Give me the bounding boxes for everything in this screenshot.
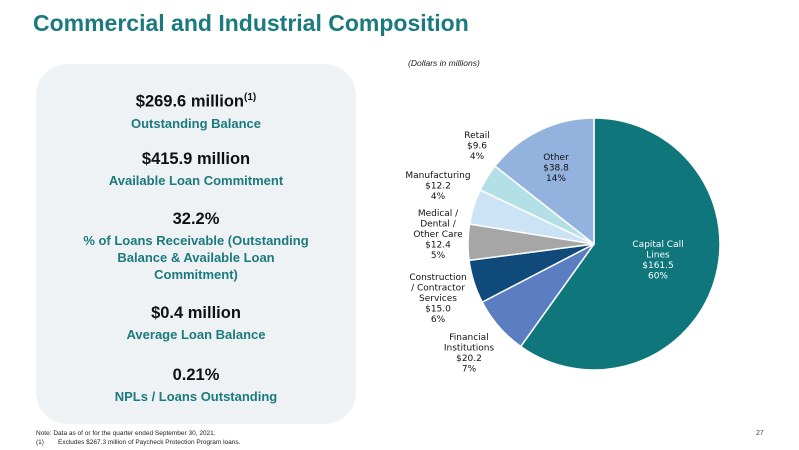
stat-value: $269.6 million: [135, 92, 244, 111]
slice-label-line: 60%: [648, 272, 668, 282]
slice-label-line: $161.5: [642, 261, 674, 271]
slice-label-line: / Contractor: [411, 284, 465, 294]
stat-outstanding-balance: $269.6 million(1) Outstanding Balance: [36, 92, 356, 132]
footnote-text: Excludes $267.3 million of Paycheck Prot…: [58, 439, 241, 446]
slice-label-line: Construction: [409, 273, 466, 283]
slice-label-line: 4%: [431, 192, 446, 202]
slice-label-line: $12.2: [425, 182, 451, 192]
slice-label-line: $20.2: [456, 354, 482, 364]
slice-label-line: $38.8: [543, 164, 569, 174]
stat-pct-loans-receivable: 32.2% % of Loans Receivable (Outstanding…: [36, 210, 356, 283]
chart-caption: (Dollars in millions): [408, 58, 480, 68]
stat-label: Outstanding Balance: [130, 115, 262, 131]
stat-label: % of Loans Receivable (Outstanding Balan…: [83, 233, 309, 282]
footnote-marker: (1): [243, 92, 257, 103]
slice-label-line: Services: [419, 294, 457, 304]
slice-label-line: 7%: [462, 365, 477, 375]
slice-label-line: Financial: [449, 333, 488, 343]
stat-value: 32.2%: [172, 210, 220, 228]
slice-label-line: Medical /: [418, 209, 459, 219]
page-number: 27: [756, 430, 764, 437]
slice-label: Capital Call Lines $161.5 60%: [632, 240, 683, 282]
stat-label: Average Loan Balance: [126, 327, 266, 342]
slice-label: Financial Institutions $20.2 7%: [444, 333, 495, 375]
slice-label-line: $9.6: [467, 142, 487, 152]
slice-label: Construction / Contractor Services $15.0 6%: [409, 273, 466, 325]
pie-slice-capital-call-lines: [519, 117, 721, 371]
slice-label-line: Lines: [646, 251, 670, 261]
slice-label-line: Capital Call: [632, 240, 683, 250]
page-title: Commercial and Industrial Composition: [33, 10, 469, 36]
stat-available-commitment: $415.9 million Available Loan Commitment: [36, 150, 356, 189]
slice-label-line: 14%: [546, 174, 566, 184]
slice-label-line: 4%: [470, 152, 485, 162]
stat-value: $0.4 million: [151, 304, 241, 322]
slice-label-line: $12.4: [425, 241, 451, 251]
slice-label-line: Dental /: [420, 220, 457, 230]
note-line: Note: Data as of or for the quarter ende…: [36, 430, 216, 437]
slice-label-line: Manufacturing: [405, 171, 470, 181]
stat-label: Available Loan Commitment: [108, 173, 284, 188]
slice-label-line: Other: [543, 153, 569, 163]
slice-label: Medical / Dental / Other Care $12.4 5%: [413, 209, 463, 261]
footnote-marker: (1): [36, 439, 44, 446]
pie-chart: Capital Call Lines $161.5 60% Financial Insti…: [405, 117, 721, 375]
stat-value: $415.9 million: [141, 150, 251, 168]
slice-label-line: $15.0: [425, 305, 451, 315]
footnotes: Note: Data as of or for the quarter ende…: [36, 429, 240, 447]
slice-label-line: Institutions: [444, 344, 495, 354]
slice-label: Other $38.8 14%: [543, 153, 569, 184]
slice-label-line: 5%: [431, 251, 446, 261]
stat-average-loan-balance: $0.4 million Average Loan Balance: [36, 304, 356, 343]
slice-label-line: Retail: [464, 131, 489, 141]
stat-value: 0.21%: [172, 366, 220, 384]
slice-label: Retail $9.6 4%: [464, 131, 489, 162]
slice-label-line: Other Care: [413, 230, 463, 240]
pie-slice-other: [493, 117, 595, 246]
slice-label-line: 6%: [431, 315, 446, 325]
slice-label: Manufacturing $12.2 4%: [405, 171, 470, 202]
summary-card: $269.6 million(1) Outstanding Balance $4…: [36, 64, 356, 424]
stat-label: NPLs / Loans Outstanding: [114, 389, 278, 404]
stat-npl-ratio: 0.21% NPLs / Loans Outstanding: [36, 366, 356, 405]
